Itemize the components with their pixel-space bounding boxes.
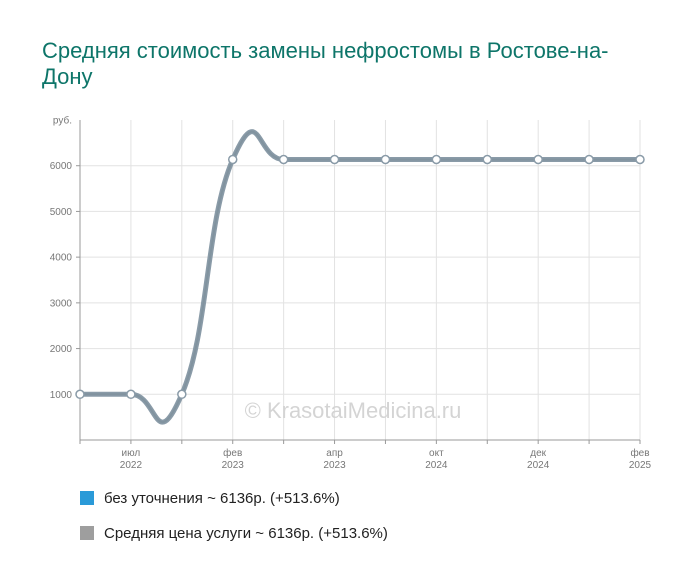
legend-swatch-0 — [80, 491, 94, 505]
data-point — [584, 154, 594, 165]
y-axis: 1000 2000 3000 4000 5000 6000 руб. — [50, 115, 81, 440]
legend-label-1: Средняя цена услуги ~ 6136р. (+513.6%) — [104, 525, 388, 542]
x-tick-label-year: 2024 — [425, 460, 448, 471]
data-point — [75, 389, 85, 400]
x-tick-label-year: 2023 — [323, 460, 346, 471]
legend-label-0: без уточнения ~ 6136р. (+513.6%) — [104, 490, 340, 507]
data-point — [635, 154, 645, 165]
x-tick-label-year: 2024 — [527, 460, 550, 471]
series-line-average — [77, 129, 643, 425]
series-line-unspecified — [79, 130, 640, 423]
x-tick-label-month: фев — [223, 447, 242, 459]
x-tick-label-year: 2022 — [120, 460, 143, 471]
x-tick-label-month: фев — [630, 447, 649, 459]
grid — [79, 120, 641, 440]
y-tick-label: 2000 — [50, 344, 73, 355]
y-tick-label: 5000 — [50, 207, 73, 218]
y-tick-label: 4000 — [50, 253, 73, 264]
data-point — [482, 154, 493, 165]
y-tick-label: 3000 — [50, 298, 73, 309]
data-point — [177, 389, 187, 400]
data-point — [227, 154, 238, 165]
series-points — [75, 154, 645, 400]
x-tick-label-year: 2025 — [629, 460, 652, 471]
data-point — [533, 154, 543, 165]
y-tick-label: 6000 — [50, 161, 73, 172]
y-tick-label: 1000 — [50, 390, 73, 401]
data-point — [431, 154, 442, 165]
legend-item-0[interactable]: без уточнения ~ 6136р. (+513.6%) — [80, 490, 340, 507]
y-unit-label: руб. — [53, 115, 72, 127]
x-tick-label-month: окт — [429, 448, 444, 459]
x-tick-label-month: дек — [530, 448, 546, 459]
legend-swatch-1 — [80, 526, 94, 540]
x-tick-label-month: июл — [122, 448, 141, 459]
data-point — [329, 154, 340, 165]
x-tick-label-month: апр — [326, 448, 343, 459]
x-tick-label-year: 2023 — [222, 460, 245, 471]
x-axis: июл2022фев2023апр2023окт2024дек2024фев20… — [79, 439, 652, 471]
watermark: © KrasotaiMedicina.ru — [245, 398, 462, 423]
data-point — [380, 154, 391, 165]
data-point — [278, 154, 289, 165]
legend-item-1[interactable]: Средняя цена услуги ~ 6136р. (+513.6%) — [80, 525, 388, 542]
data-point — [126, 389, 136, 400]
series-lines — [77, 129, 643, 425]
chart-title: Средняя стоимость замены нефростомы в Ро… — [42, 38, 609, 89]
